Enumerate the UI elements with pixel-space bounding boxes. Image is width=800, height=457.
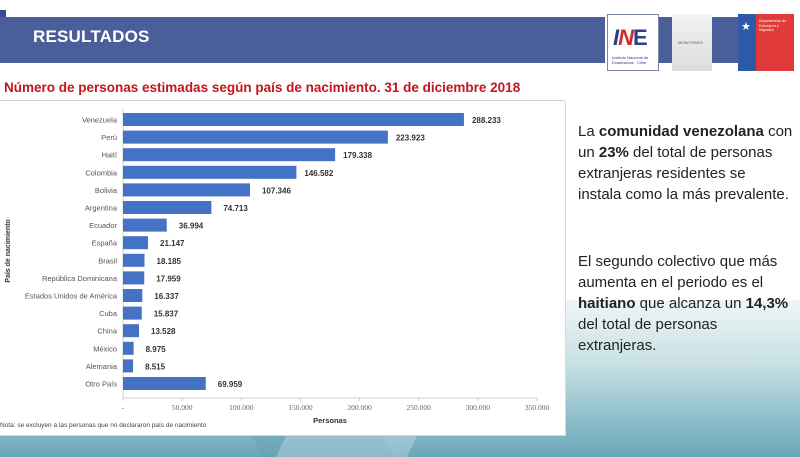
bar [123, 130, 388, 144]
gov-logo-caption: Departamento de Extranjería y Migración [759, 19, 787, 32]
bar [123, 271, 145, 285]
data-label: 15.837 [154, 310, 179, 319]
header-bar-segment [712, 17, 738, 63]
category-label: Alemania [86, 362, 118, 371]
chart-title: Número de personas estimadas según país … [4, 80, 521, 95]
chart-panel: Venezuela 288.233 Perú 223.923 Haití 179.338 C… [0, 101, 566, 436]
ine-logo-caption: Instituto Nacional de Estadísticas · Chi… [612, 55, 649, 65]
bar [123, 165, 297, 179]
x-tick-label: 350.000 [525, 403, 550, 412]
data-label: 17.959 [156, 274, 181, 283]
data-label: 8.975 [146, 345, 167, 354]
bar [123, 289, 143, 302]
x-tick-label: 100.000 [229, 403, 254, 412]
category-label: Brasil [98, 256, 117, 265]
data-label: 36.994 [179, 222, 204, 231]
x-tick-label: 150.000 [288, 403, 313, 412]
header-bar [0, 17, 605, 63]
monitoring-logo-caption: MONITOREO [678, 40, 703, 45]
x-tick-label: 200.000 [347, 403, 372, 412]
insight-paragraph-2: El segundo colectivo que más aumenta en … [578, 253, 789, 354]
divider [0, 100, 565, 101]
category-label: Otro País [85, 380, 117, 389]
category-label: Estados Unidos de América [25, 292, 118, 301]
bar [123, 306, 142, 320]
y-axis-title: País de nacimiento [5, 219, 12, 282]
category-label: Bolivia [95, 186, 118, 195]
category-label: China [97, 327, 117, 336]
header-bar-segment [659, 17, 672, 63]
x-tick-label: - [122, 403, 125, 412]
data-label: 107.346 [262, 186, 291, 195]
data-label: 8.515 [145, 362, 166, 371]
category-label: Colombia [85, 168, 118, 177]
bar [123, 148, 336, 162]
category-label: España [92, 239, 118, 248]
data-label: 21.147 [160, 239, 185, 248]
bar [123, 341, 134, 355]
data-label: 69.959 [218, 380, 243, 389]
x-tick-label: 300.000 [466, 403, 491, 412]
bar [123, 359, 134, 373]
data-label: 18.185 [157, 257, 182, 266]
bar [123, 113, 464, 126]
bar [123, 253, 145, 267]
data-label: 223.923 [396, 134, 425, 143]
category-label: República Dominicana [42, 274, 118, 283]
bar [123, 201, 212, 214]
x-axis-title: Personas [313, 416, 347, 425]
bar [123, 236, 149, 250]
bar [123, 218, 167, 232]
category-label: Perú [101, 133, 117, 142]
footnote: Nota: se excluyen a las personas que no … [0, 422, 207, 429]
category-label: Cuba [99, 309, 118, 318]
category-label: México [93, 344, 117, 353]
x-tick-label: 50.000 [172, 403, 193, 412]
category-label: Haití [102, 151, 118, 160]
ine-logo-mark: INE [613, 25, 648, 50]
page-title: RESULTADOS [33, 27, 150, 46]
data-label: 13.528 [151, 327, 176, 336]
bar-chart: Venezuela 288.233 Perú 223.923 Haití 179.338 C… [5, 109, 550, 425]
government-logo: ★ Departamento de Extranjería y Migració… [738, 14, 794, 71]
star-icon: ★ [741, 21, 751, 33]
gov-logo-blue [738, 14, 756, 71]
data-label: 16.337 [154, 292, 179, 301]
data-label: 179.338 [343, 151, 372, 160]
gov-logo-red [756, 14, 794, 71]
category-label: Venezuela [82, 116, 118, 125]
data-label: 288.233 [472, 116, 501, 125]
monitoring-logo: MONITOREO [672, 14, 712, 71]
bar [123, 324, 140, 338]
category-label: Argentina [85, 204, 118, 213]
bar [123, 377, 206, 390]
bar [123, 183, 250, 197]
data-label: 146.582 [304, 169, 333, 178]
data-label: 74.713 [223, 204, 248, 213]
insight-paragraph-1: La comunidad venezolana con un 23% del t… [578, 123, 793, 203]
category-label: Ecuador [89, 221, 117, 230]
ine-logo: INE Instituto Nacional de Estadísticas ·… [607, 14, 659, 71]
x-tick-label: 250.000 [407, 403, 432, 412]
